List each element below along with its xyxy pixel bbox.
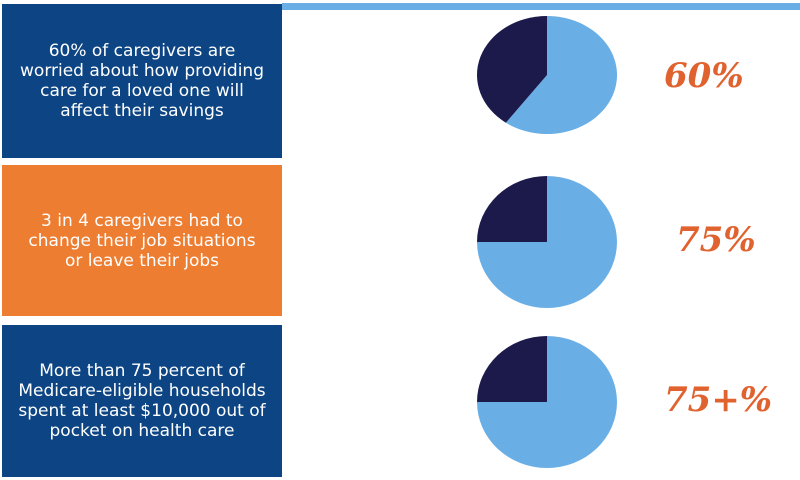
stat-text-health-care: More than 75 percent of Medicare-eligibl… [18,361,266,441]
stat-panel-savings: 60% of caregivers are worried about how … [2,4,282,158]
stat-text-savings: 60% of caregivers are worried about how … [20,41,264,121]
value-label-health-care: 75+% [664,380,773,420]
pie-chart-jobs [477,176,617,308]
stat-panel-health-care: More than 75 percent of Medicare-eligibl… [2,325,282,477]
pie-slice-savings-remainder [477,16,547,123]
top-rule [282,3,800,10]
stat-text-jobs: 3 in 4 caregivers had to change their jo… [28,210,256,271]
stat-panel-jobs: 3 in 4 caregivers had to change their jo… [2,165,282,316]
pie-slice-savings-main [505,16,617,134]
pie-chart-savings [477,16,617,134]
value-label-jobs: 75% [676,220,756,260]
value-label-savings: 60% [664,56,744,96]
pie-chart-health-care [477,336,617,468]
pie-slice-health-care-remainder [477,336,547,402]
pie-slice-jobs-remainder [477,176,547,242]
